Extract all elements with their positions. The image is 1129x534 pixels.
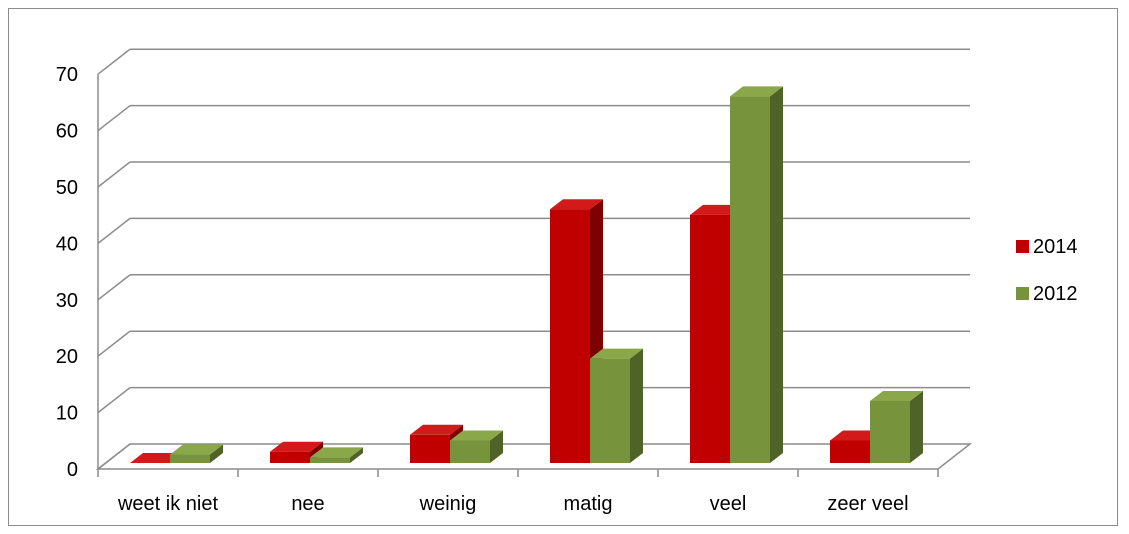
x-category-label: zeer veel — [827, 493, 908, 515]
bar-top — [410, 424, 463, 435]
gridline-depth — [97, 48, 131, 75]
bar-front — [830, 440, 870, 463]
y-tick-label: 60 — [56, 121, 78, 143]
y-tick-label: 50 — [56, 177, 78, 199]
bar-2012-zeer-veel — [870, 390, 923, 463]
bar-side — [490, 430, 503, 463]
y-tick-label: 10 — [56, 403, 78, 425]
x-category-label: weet ik niet — [117, 493, 218, 515]
legend-label-2012: 2012 — [1033, 283, 1078, 305]
bar-front — [450, 440, 490, 463]
x-axis-labels: weet ik niet nee weinig matig veel zeer veel — [117, 493, 909, 515]
bar-side — [210, 444, 223, 463]
x-category-label: matig — [564, 493, 613, 515]
legend: 2014 2012 — [1016, 236, 1078, 305]
gridline-depth — [97, 161, 131, 188]
bar-front — [590, 358, 630, 463]
y-tick-label: 30 — [56, 290, 78, 312]
gridline-depth — [97, 217, 131, 244]
y-tick-label: 0 — [67, 459, 78, 481]
bar-top — [730, 86, 783, 97]
bar-top — [550, 199, 603, 210]
bar-top — [130, 453, 183, 463]
y-tick-label: 20 — [56, 346, 78, 368]
bar-top — [450, 430, 503, 441]
gridline-depth — [97, 330, 131, 357]
y-tick-label: 40 — [56, 233, 78, 255]
gridline-depth — [97, 387, 131, 414]
bar-front — [170, 454, 210, 463]
x-category-label: veel — [710, 493, 747, 515]
bar-2014-weet-ik-niet — [130, 453, 183, 463]
bar-front — [870, 400, 910, 463]
bar-front — [550, 209, 590, 463]
y-axis-ticks: 0 10 20 30 40 50 60 70 — [56, 64, 78, 481]
bar-front — [690, 214, 730, 463]
bar-front — [310, 457, 350, 463]
bar-2012-weinig — [450, 430, 503, 463]
y-tick-label: 70 — [56, 64, 78, 86]
bar-top — [170, 444, 223, 455]
bar-front — [410, 434, 450, 463]
bar-top — [690, 204, 743, 215]
bar-top — [310, 447, 363, 458]
bar-2012-weet-ik-niet — [170, 444, 223, 463]
legend-label-2014: 2014 — [1033, 236, 1078, 258]
x-category-label: weinig — [419, 493, 477, 515]
x-category-label: nee — [291, 493, 324, 515]
bar-top — [270, 441, 323, 452]
gridline-depth — [97, 105, 131, 132]
bar-2012-nee — [310, 447, 363, 463]
bar-front — [730, 96, 770, 464]
gridline-depth — [97, 274, 131, 301]
bar-side — [350, 447, 363, 463]
bar-2012-matig — [590, 348, 643, 463]
bar-top — [830, 430, 883, 441]
bar-side — [630, 348, 643, 463]
gridlines — [95, 48, 973, 477]
bar-top — [590, 348, 643, 359]
bar-side — [770, 86, 783, 464]
legend-swatch-2014 — [1016, 240, 1029, 253]
bars — [130, 86, 923, 464]
bar-top — [870, 390, 923, 401]
bar-side — [910, 390, 923, 463]
bar-2012-veel — [730, 86, 783, 464]
bar-front — [270, 451, 310, 463]
legend-swatch-2012 — [1016, 287, 1029, 300]
